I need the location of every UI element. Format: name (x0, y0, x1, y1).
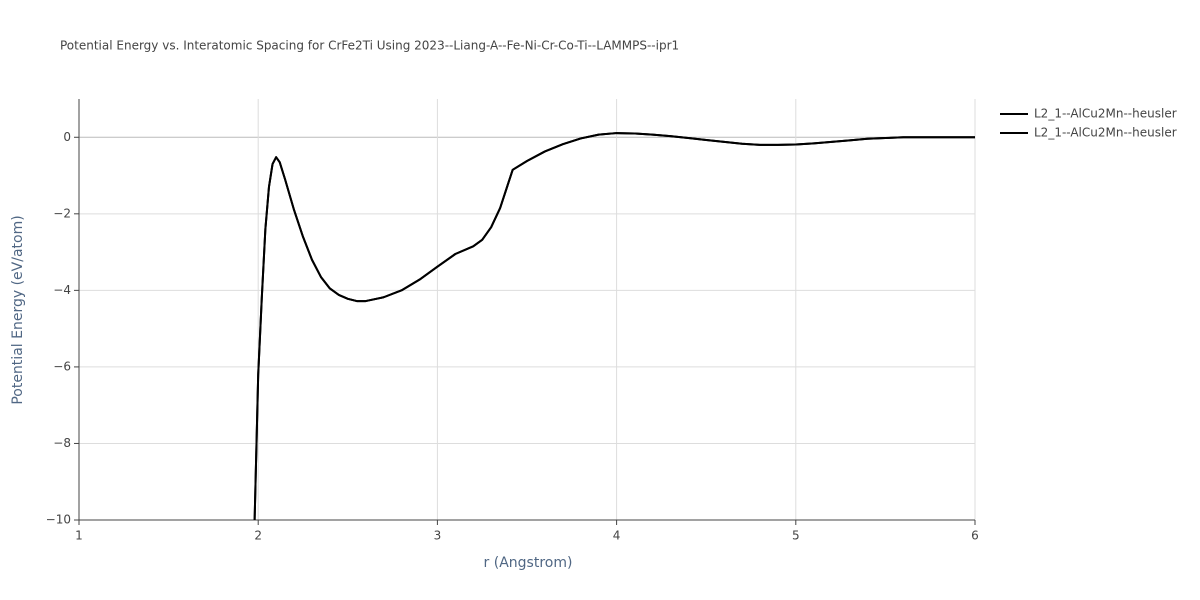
y-tick-label: −4 (53, 283, 71, 297)
x-tick-label: 6 (971, 529, 979, 543)
y-axis-label: Potential Energy (eV/atom) (10, 215, 26, 404)
x-tick-label: 1 (75, 529, 83, 543)
x-axis-label: r (Angstrom) (484, 555, 573, 571)
x-tick-label: 2 (254, 529, 262, 543)
y-tick-label: 0 (63, 130, 71, 144)
x-tick-label: 4 (613, 529, 621, 543)
x-tick-label: 5 (792, 529, 800, 543)
series-line (253, 132, 975, 521)
series-line (253, 132, 975, 521)
y-tick-label: −6 (53, 359, 71, 373)
y-tick-label: −8 (53, 436, 71, 450)
chart-title: Potential Energy vs. Interatomic Spacing… (60, 39, 679, 53)
legend-label: L2_1--AlCu2Mn--heusler (1034, 126, 1177, 140)
y-tick-label: −10 (46, 513, 71, 527)
y-tick-label: −2 (53, 206, 71, 220)
x-tick-label: 3 (434, 529, 442, 543)
legend-label: L2_1--AlCu2Mn--heusler (1034, 107, 1177, 121)
